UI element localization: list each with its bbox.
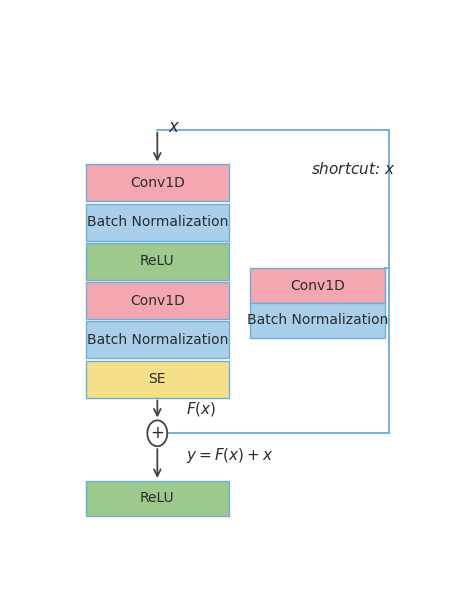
Text: $F(x)$: $F(x)$ (185, 400, 216, 418)
Circle shape (147, 421, 167, 446)
FancyBboxPatch shape (250, 303, 385, 338)
FancyBboxPatch shape (86, 203, 228, 241)
Text: Batch Normalization: Batch Normalization (86, 333, 228, 347)
FancyBboxPatch shape (86, 282, 228, 319)
Text: $shortcut$: $x$: $shortcut$: $x$ (311, 161, 395, 177)
Text: ReLU: ReLU (140, 254, 174, 268)
FancyBboxPatch shape (86, 481, 228, 515)
FancyBboxPatch shape (250, 268, 385, 303)
Text: Conv1D: Conv1D (129, 293, 185, 308)
FancyBboxPatch shape (86, 243, 228, 280)
FancyBboxPatch shape (86, 322, 228, 358)
Text: SE: SE (148, 372, 166, 386)
Text: Conv1D: Conv1D (290, 278, 344, 293)
Text: $x$: $x$ (168, 118, 180, 136)
Text: ReLU: ReLU (140, 491, 174, 505)
Text: $+$: $+$ (150, 424, 164, 442)
FancyBboxPatch shape (86, 164, 228, 202)
Text: Batch Normalization: Batch Normalization (86, 215, 228, 229)
FancyBboxPatch shape (86, 361, 228, 398)
Text: $y = F(x) + x$: $y = F(x) + x$ (185, 446, 273, 465)
Text: Conv1D: Conv1D (129, 176, 185, 190)
Text: Batch Normalization: Batch Normalization (246, 313, 387, 328)
